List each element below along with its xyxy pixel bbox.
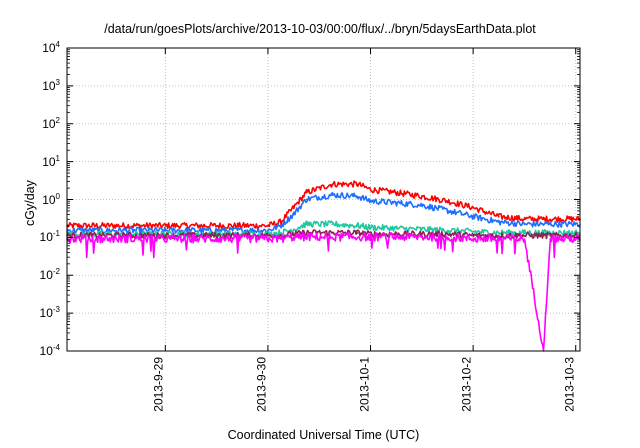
data-point <box>549 223 551 226</box>
series-line <box>66 232 581 352</box>
data-point <box>369 200 372 202</box>
x-tick-label: 2013-10-2 <box>459 357 474 412</box>
data-point <box>305 236 308 239</box>
data-point <box>331 236 333 239</box>
series-layer <box>66 180 581 352</box>
data-point <box>164 238 167 240</box>
series-line <box>66 180 581 230</box>
x-axis-label: Coordinated Universal Time (UTC) <box>227 428 420 442</box>
data-point <box>395 192 398 194</box>
data-point <box>305 198 308 201</box>
x-tick-label: 2013-10-1 <box>357 357 372 412</box>
data-point <box>356 183 359 186</box>
data-point <box>446 210 449 212</box>
data-point <box>472 238 474 240</box>
y-tick-label: 10-1 <box>39 229 60 245</box>
data-point <box>267 225 269 227</box>
data-point <box>421 195 423 198</box>
data-point <box>523 223 526 226</box>
y-tick-label: 10-4 <box>39 343 60 358</box>
data-point <box>542 223 545 226</box>
x-tick-label: 2013-9-29 <box>152 357 167 412</box>
data-point <box>369 226 372 229</box>
data-point <box>356 195 359 198</box>
y-tick-label: 10-2 <box>39 267 60 283</box>
data-point <box>267 238 269 240</box>
data-point <box>395 236 398 239</box>
data-point <box>331 194 333 196</box>
data-point <box>331 232 333 234</box>
series-line <box>66 192 581 235</box>
data-point <box>292 207 295 209</box>
data-point <box>446 229 449 232</box>
data-point <box>421 236 423 239</box>
y-tick-label: 103 <box>42 77 60 93</box>
data-point <box>523 238 526 240</box>
data-point <box>542 218 545 221</box>
axis-ticks <box>67 47 580 352</box>
x-tick-label: 2013-9-30 <box>254 357 269 412</box>
y-tick-label: 104 <box>42 40 60 55</box>
data-point <box>369 189 372 191</box>
data-point <box>549 218 551 221</box>
y-tick-label: 100 <box>42 191 60 207</box>
data-point <box>305 223 308 226</box>
data-point <box>331 223 333 226</box>
data-point <box>267 235 269 237</box>
data-point <box>472 207 474 209</box>
data-point <box>498 221 500 224</box>
y-axis-label: cGy/day <box>23 180 37 226</box>
y-tick-label: 10-3 <box>39 305 60 321</box>
y-tick-label: 101 <box>42 153 60 169</box>
data-point <box>446 233 449 236</box>
data-point <box>164 235 167 237</box>
data-point <box>356 225 359 227</box>
data-point <box>292 233 295 236</box>
series-path <box>66 232 581 351</box>
y-tick-label: 102 <box>42 115 60 131</box>
data-point <box>305 232 308 234</box>
data-point <box>395 227 398 230</box>
data-point <box>164 225 167 227</box>
series-path <box>66 192 581 235</box>
data-point <box>280 225 282 227</box>
data-point <box>523 232 526 234</box>
data-point <box>542 235 545 237</box>
data-point <box>549 238 551 240</box>
data-point <box>421 228 423 231</box>
data-point <box>369 236 372 239</box>
series-path <box>66 180 581 230</box>
data-point <box>549 235 551 237</box>
data-point <box>421 233 423 236</box>
data-point <box>472 216 474 218</box>
data-point <box>164 229 167 232</box>
chart-title: /data/run/goesPlots/archive/2013-10-03/0… <box>104 22 536 36</box>
x-tick-label: 2013-10-3 <box>562 357 577 412</box>
data-point <box>292 228 295 231</box>
plot-frame <box>66 47 581 352</box>
data-point <box>280 238 282 240</box>
data-point <box>280 221 282 224</box>
data-point <box>446 200 449 202</box>
data-point <box>292 236 295 239</box>
data-point <box>395 202 398 204</box>
data-point <box>280 232 282 234</box>
data-point <box>472 235 474 237</box>
data-point <box>446 236 449 239</box>
data-point <box>523 235 526 237</box>
data-point <box>498 216 500 218</box>
data-point <box>292 213 295 216</box>
grid-lines <box>67 48 580 351</box>
data-point <box>356 236 359 239</box>
data-point <box>523 218 526 221</box>
data-point <box>356 232 359 234</box>
data-point <box>331 183 333 186</box>
data-point <box>498 232 500 234</box>
data-point <box>305 192 308 194</box>
data-point <box>421 204 423 207</box>
data-point <box>472 231 474 233</box>
data-point <box>498 238 500 240</box>
